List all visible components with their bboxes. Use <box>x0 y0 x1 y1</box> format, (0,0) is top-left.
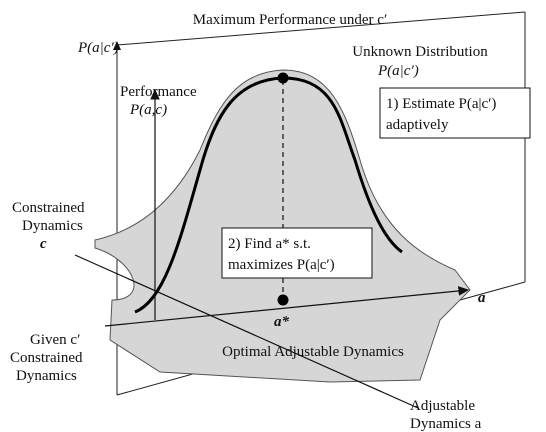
step1-box <box>379 87 531 139</box>
step1-text: adaptively <box>386 117 449 133</box>
vertical-axis-label: P(a|c′) <box>77 40 119 56</box>
optimal-label: Optimal Adjustable Dynamics <box>222 344 404 360</box>
max-point <box>277 72 289 84</box>
adjustable-label: Adjustable <box>410 398 475 414</box>
given-label: Constrained <box>10 350 83 366</box>
constrained-label: Dynamics <box>22 218 83 234</box>
optimum-label: a* <box>274 314 290 330</box>
optimum-point <box>277 294 289 306</box>
constrained-symbol: c <box>40 236 47 252</box>
performance-symbol: P(a,c) <box>129 102 167 118</box>
step2-box <box>221 227 373 279</box>
step2-text: 2) Find a* s.t. <box>228 236 311 252</box>
distribution-symbol: P(a|c′) <box>377 63 419 79</box>
distribution-label: Unknown Distribution <box>352 44 488 60</box>
adjustable-label: Dynamics a <box>410 416 482 432</box>
step2-text: maximizes P(a|c′) <box>228 257 335 273</box>
a-axis-label: a <box>478 290 486 306</box>
given-label: Given c′ <box>30 332 80 348</box>
title: Maximum Performance under c′ <box>193 12 387 28</box>
constrained-label: Constrained <box>12 200 85 216</box>
step1-text: 1) Estimate P(a|c′) <box>386 96 496 112</box>
performance-label: Performance <box>120 84 197 100</box>
given-label: Dynamics <box>16 368 77 384</box>
